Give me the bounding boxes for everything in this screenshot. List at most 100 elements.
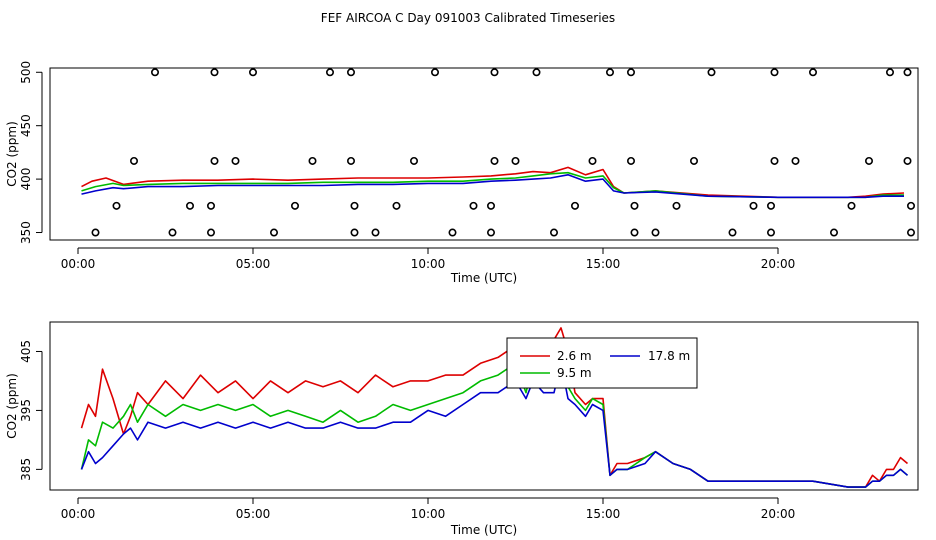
- legend-label-17-8m: 17.8 m: [648, 349, 690, 363]
- flag-point: [210, 68, 219, 77]
- flag-point: [549, 228, 558, 237]
- flag-point: [588, 156, 597, 165]
- flag-point: [906, 228, 915, 237]
- legend-box: [506, 337, 698, 389]
- flag-point: [269, 228, 278, 237]
- flag-point: [707, 68, 716, 77]
- x-tick-label: 05:00: [236, 507, 271, 521]
- flag-point: [770, 156, 779, 165]
- flag-point: [91, 228, 100, 237]
- series-line-2-6-m: [80, 327, 909, 488]
- flag-point: [766, 228, 775, 237]
- legend-label-2-6m: 2.6 m: [557, 349, 592, 363]
- series-line-9-5-m: [80, 356, 909, 488]
- flag-point: [346, 68, 355, 77]
- flag-point: [168, 228, 177, 237]
- flag-point: [112, 201, 121, 210]
- flag-point: [486, 201, 495, 210]
- x-tick-label: 00:00: [61, 257, 96, 271]
- flag-point: [651, 228, 660, 237]
- flag-point: [511, 156, 520, 165]
- top-panel: 00:00 05:00 10:00 15:00 20:00 350 400 450 500 T…: [5, 61, 919, 285]
- flag-point: [791, 156, 800, 165]
- flag-point: [308, 156, 317, 165]
- x-tick-label: 15:00: [586, 257, 621, 271]
- y-tick-label: 500: [19, 61, 33, 84]
- flag-point: [130, 156, 139, 165]
- flag-point: [766, 201, 775, 210]
- y-tick-label: 350: [19, 221, 33, 244]
- flag-point: [903, 156, 912, 165]
- series-line-17-8-m: [81, 174, 904, 199]
- bottom-y-axis: 385 395 405: [19, 340, 43, 481]
- flag-point: [626, 68, 635, 77]
- flag-point: [486, 228, 495, 237]
- flag-point: [231, 156, 240, 165]
- x-tick-label: 05:00: [236, 257, 271, 271]
- flag-point: [290, 201, 299, 210]
- flag-point: [350, 228, 359, 237]
- bottom-series: [80, 327, 909, 488]
- top-y-axis-label: CO2 (ppm): [5, 121, 19, 187]
- y-tick-label: 405: [19, 340, 33, 363]
- bottom-x-axis-label: Time (UTC): [450, 523, 517, 537]
- flag-point: [469, 201, 478, 210]
- legend: 2.6 m 17.8 m 9.5 m: [506, 337, 698, 389]
- flag-point: [207, 201, 216, 210]
- x-tick-label: 20:00: [761, 257, 796, 271]
- y-tick-label: 385: [19, 458, 33, 481]
- x-tick-label: 20:00: [761, 507, 796, 521]
- y-tick-label: 400: [19, 168, 33, 191]
- flag-point: [689, 156, 698, 165]
- top-series: [81, 166, 905, 199]
- flag-point: [490, 156, 499, 165]
- flag-point: [749, 201, 758, 210]
- flag-point: [350, 201, 359, 210]
- flag-point: [630, 201, 639, 210]
- flag-point: [570, 201, 579, 210]
- top-flag-points: [91, 68, 915, 237]
- flag-point: [532, 68, 541, 77]
- flag-point: [728, 228, 737, 237]
- bottom-plot-frame: [49, 321, 919, 491]
- flag-point: [605, 68, 614, 77]
- flag-point: [885, 68, 894, 77]
- flag-point: [626, 156, 635, 165]
- flag-point: [409, 156, 418, 165]
- flag-point: [151, 68, 160, 77]
- top-x-axis: 00:00 05:00 10:00 15:00 20:00: [61, 247, 796, 271]
- y-tick-label: 395: [19, 399, 33, 422]
- flag-point: [371, 228, 380, 237]
- x-tick-label: 00:00: [61, 507, 96, 521]
- flag-point: [847, 201, 856, 210]
- flag-point: [430, 68, 439, 77]
- bottom-y-axis-label: CO2 (ppm): [5, 373, 19, 439]
- flag-point: [249, 68, 258, 77]
- series-line-17-8-m: [80, 362, 909, 488]
- flag-point: [903, 68, 912, 77]
- x-tick-label: 10:00: [411, 507, 446, 521]
- top-plot-frame: [49, 67, 919, 241]
- flag-point: [630, 228, 639, 237]
- flag-point: [672, 201, 681, 210]
- flag-point: [325, 68, 334, 77]
- flag-point: [207, 228, 216, 237]
- bottom-panel: 00:00 05:00 10:00 15:00 20:00 385 395 405 Time…: [5, 321, 919, 537]
- x-tick-label: 15:00: [586, 507, 621, 521]
- top-y-axis: 350 400 450 500: [19, 61, 43, 244]
- flag-point: [829, 228, 838, 237]
- flag-point: [864, 156, 873, 165]
- flag-point: [906, 201, 915, 210]
- flag-point: [490, 68, 499, 77]
- flag-point: [186, 201, 195, 210]
- legend-label-9-5m: 9.5 m: [557, 366, 592, 380]
- bottom-x-axis: 00:00 05:00 10:00 15:00 20:00: [61, 497, 796, 521]
- y-tick-label: 450: [19, 114, 33, 137]
- top-x-axis-label: Time (UTC): [450, 271, 517, 285]
- flag-point: [392, 201, 401, 210]
- x-tick-label: 10:00: [411, 257, 446, 271]
- flag-point: [210, 156, 219, 165]
- flag-point: [808, 68, 817, 77]
- flag-point: [448, 228, 457, 237]
